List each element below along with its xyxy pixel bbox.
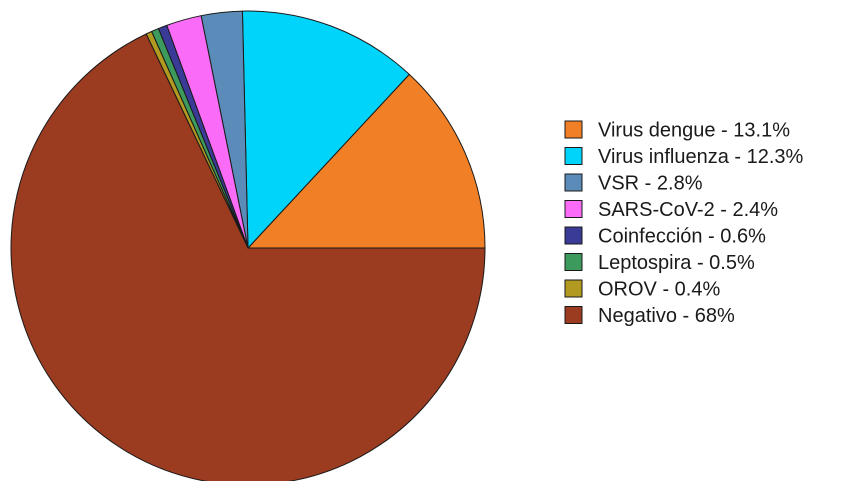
legend-swatch-coinfeccion [564, 226, 583, 245]
legend-label-vsr: VSR - 2.8% [598, 173, 703, 195]
legend: Virus dengue - 13.1% Virus influenza - 12… [564, 120, 804, 327]
pie-slice-virus-dengue [247, 73, 486, 249]
legend-label-coinfeccion: Coinfección - 0.6% [598, 226, 766, 248]
legend-swatch-virus-influenza [564, 147, 583, 165]
legend-swatch-leptospira [564, 253, 583, 271]
legend-swatch-negativo [564, 306, 583, 324]
legend-swatch-sars-cov-2 [564, 200, 583, 218]
pie-slice-negativo [10, 33, 486, 481]
legend-label-sars-cov-2: SARS-CoV-2 - 2.4% [598, 199, 778, 221]
legend-swatch-vsr [564, 173, 583, 192]
pie-slice-virus-influenza [241, 10, 410, 249]
legend-label-negativo: Negativo - 68% [598, 305, 735, 327]
legend-label-virus-influenza: Virus influenza - 12.3% [598, 146, 804, 168]
legend-swatch-virus-dengue [564, 120, 583, 139]
legend-label-leptospira: Leptospira - 0.5% [598, 252, 755, 274]
legend-swatch-orov [564, 279, 583, 298]
legend-label-virus-dengue: Virus dengue - 13.1% [598, 120, 790, 142]
legend-label-orov: OROV - 0.4% [598, 279, 720, 301]
pie-slices [10, 10, 486, 481]
